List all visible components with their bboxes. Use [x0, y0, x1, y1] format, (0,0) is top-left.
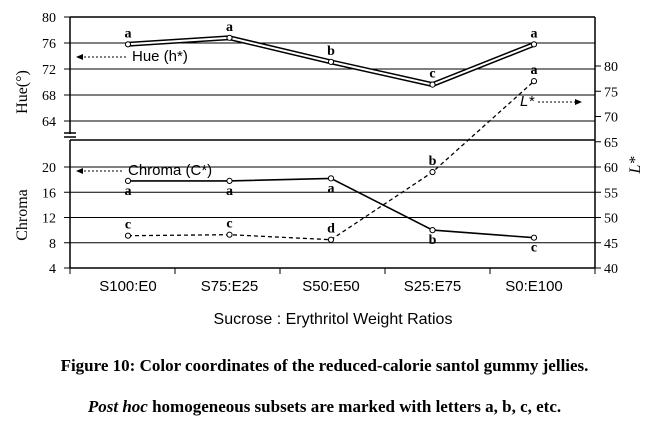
- hue-data-point: [327, 58, 335, 65]
- hue-significance-letter: a: [226, 20, 233, 35]
- chroma-annotation: Chroma (C*): [76, 162, 212, 179]
- chroma-axis-title: Chroma: [14, 189, 31, 241]
- hue-significance-letter: a: [125, 26, 132, 41]
- l-tick-label: 75: [604, 85, 618, 100]
- hue-tick-label: 76: [42, 37, 56, 52]
- l-data-point: [226, 231, 233, 238]
- hue-annotation: Hue (h*): [76, 48, 188, 65]
- l-series-line: [127, 80, 535, 241]
- chroma-data-point: [530, 234, 538, 241]
- chroma-tick-label: 20: [42, 161, 56, 176]
- hue-significance-letter: c: [429, 67, 435, 82]
- chroma-significance-letter: b: [429, 233, 437, 248]
- chroma-data-point: [226, 177, 233, 184]
- l-tick-label: 80: [604, 60, 618, 75]
- series: [124, 34, 538, 243]
- chroma-tick-label: 12: [42, 212, 56, 227]
- hue-axis-title: Hue(°): [14, 70, 31, 114]
- l-data-point: [429, 168, 436, 176]
- l-data-point: [530, 78, 538, 85]
- x-tick-label: S25:E75: [404, 278, 462, 295]
- figure-caption-line2: Post hoc homogeneous subsets are marked …: [0, 397, 649, 417]
- l-tick-label: 65: [604, 136, 618, 151]
- l-data-point: [124, 232, 132, 239]
- x-tick-label: S75:E25: [201, 278, 259, 295]
- chroma-annotation-label: Chroma (C*): [128, 162, 212, 179]
- hue-tick-label: 68: [42, 89, 56, 104]
- l-tick-label: 45: [604, 237, 618, 252]
- caption-italic-part: Post hoc: [87, 397, 148, 416]
- chroma-significance-letter: c: [531, 241, 537, 256]
- hue-data-point: [226, 34, 233, 41]
- plot-frame: [64, 16, 596, 269]
- chroma-significance-letter: a: [226, 184, 233, 199]
- l-axis-title: L*: [627, 157, 644, 175]
- x-axis-title: Sucrose : Erythritol Weight Ratios: [214, 311, 453, 328]
- chroma-tick-label: 16: [42, 186, 56, 201]
- hue-data-point: [429, 81, 436, 88]
- l-tick-label: 70: [604, 111, 618, 126]
- chroma-data-point: [327, 175, 335, 182]
- hue-tick-label: 72: [42, 63, 56, 78]
- chroma-significance-letter: a: [328, 181, 335, 196]
- x-tick-label: S100:E0: [99, 278, 157, 295]
- l-tick-label: 40: [604, 262, 618, 277]
- l-significance-letter: c: [226, 217, 232, 232]
- hue-significance-letter: a: [531, 26, 538, 41]
- caption-rest: homogeneous subsets are marked with lett…: [147, 397, 562, 416]
- l-significance-letter: d: [327, 222, 335, 237]
- ticks: 80 76 72 68 64 20 16 12 8 4 80 75 70 65 60 55 50 45 40 S100…: [42, 11, 618, 295]
- hue-tick-label: 64: [42, 115, 56, 130]
- hue-tick-label: 80: [42, 11, 56, 26]
- l-significance-letter: b: [429, 154, 437, 169]
- x-tick-label: S50:E50: [302, 278, 360, 295]
- x-tick-label: S0:E100: [505, 278, 563, 295]
- chroma-tick-label: 8: [49, 237, 56, 252]
- l-tick-label: 55: [604, 186, 618, 201]
- chroma-data-point: [124, 177, 132, 184]
- l-tick-label: 50: [604, 212, 618, 227]
- hue-significance-letter: b: [327, 44, 335, 59]
- significance-letters: a a b c a a a a b c c c d b a: [125, 20, 538, 256]
- l-tick-label: 60: [604, 161, 618, 176]
- chroma-significance-letter: a: [125, 184, 132, 199]
- l-significance-letter: a: [531, 63, 538, 78]
- chroma-tick-label: 4: [49, 262, 56, 277]
- l-data-point: [327, 236, 335, 243]
- hue-data-point: [124, 41, 132, 48]
- l-significance-letter: c: [125, 218, 131, 233]
- figure-caption-line1: Figure 10: Color coordinates of the redu…: [60, 356, 589, 375]
- l-annotation-label: L*: [520, 93, 535, 110]
- chroma-data-point: [429, 227, 436, 234]
- grid-lines: [70, 42, 595, 244]
- l-annotation: L*: [520, 93, 582, 110]
- hue-annotation-label: Hue (h*): [132, 48, 188, 65]
- hue-data-point: [530, 41, 538, 48]
